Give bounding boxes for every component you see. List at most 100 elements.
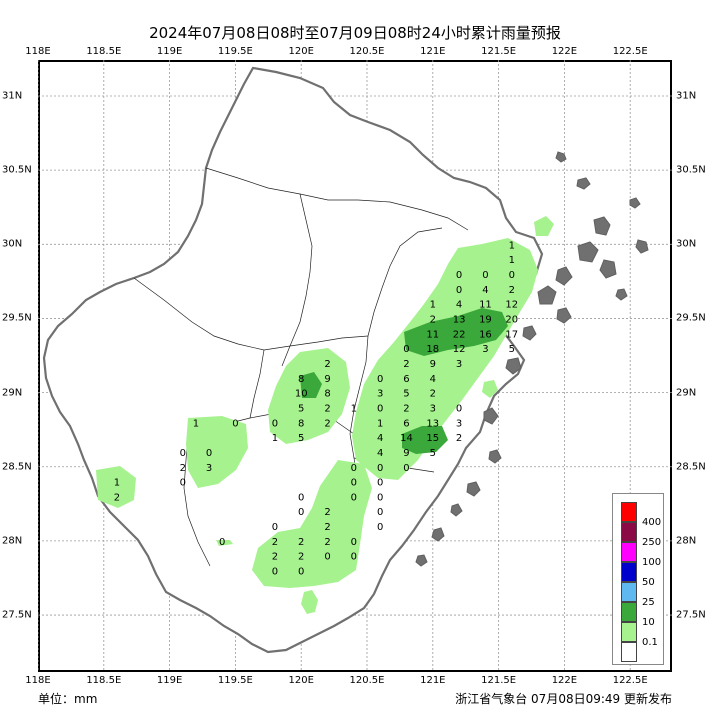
station-value: 0: [298, 507, 304, 518]
station-value: 16: [479, 329, 492, 340]
station-value: 0: [377, 463, 383, 474]
station-value: 0: [377, 403, 383, 414]
station-value: 0: [456, 270, 462, 281]
rain-area-light: [96, 216, 554, 614]
station-value: 19: [479, 314, 492, 325]
station-value: 2: [324, 403, 330, 414]
station-value: 0: [377, 374, 383, 385]
publisher-note: 浙江省气象台 07月08日09:49 更新发布: [455, 692, 672, 706]
station-value: 12: [505, 300, 518, 311]
station-value: 0: [298, 567, 304, 578]
station-value: 6: [403, 374, 409, 385]
legend-label: 400: [642, 517, 662, 528]
station-value: 2: [456, 433, 462, 444]
station-value: 8: [298, 374, 304, 385]
station-value: 18: [426, 344, 439, 355]
station-value: 4: [430, 374, 436, 385]
lon-tick-bottom: 120.5E: [349, 675, 385, 686]
lon-tick-top: 122E: [551, 46, 578, 57]
station-value: 0: [272, 522, 278, 533]
station-value: 2: [324, 522, 330, 533]
station-value: 0: [509, 270, 515, 281]
lon-tick-bottom: 121E: [420, 675, 446, 686]
station-value: 3: [482, 344, 488, 355]
station-value: 9: [403, 448, 409, 459]
station-value: 2: [403, 403, 409, 414]
station-value: 5: [298, 403, 304, 414]
station-value: 2: [430, 389, 436, 400]
station-value: 13: [453, 314, 466, 325]
lon-tick-top: 120E: [288, 46, 314, 57]
station-value: 0: [180, 478, 186, 489]
coastal-islands: [415, 151, 649, 567]
station-value: 0: [351, 492, 357, 503]
station-value: 0: [180, 448, 186, 459]
station-value: 0: [377, 522, 383, 533]
legend-label: 250: [642, 537, 662, 548]
lon-tick-bottom: 122E: [551, 675, 578, 686]
legend-swatch: [621, 522, 637, 542]
station-value: 11: [426, 329, 439, 340]
lat-tick-right: 29.5N: [676, 312, 706, 324]
station-value: 2: [272, 537, 278, 548]
station-value: 0: [298, 492, 304, 503]
station-value: 8: [298, 418, 304, 429]
station-value: 12: [453, 344, 466, 355]
map-title: 2024年07月08日08时至07月09日08时24小时累计雨量预报: [149, 24, 561, 42]
lat-tick-left: 31N: [2, 90, 23, 102]
lat-tick-left: 27.5N: [2, 609, 32, 621]
station-value: 5: [430, 448, 436, 459]
station-value: 22: [453, 329, 466, 340]
lat-tick-left: 30.5N: [2, 164, 32, 176]
station-value: 2: [272, 552, 278, 563]
station-value: 11: [479, 300, 492, 311]
station-value: 1: [351, 403, 357, 414]
station-value: 0: [351, 478, 357, 489]
lon-tick-bottom: 120E: [288, 675, 314, 686]
station-value: 3: [430, 403, 436, 414]
station-value: 0: [206, 448, 212, 459]
lon-tick-top: 119E: [156, 46, 183, 57]
lat-tick-right: 29N: [676, 387, 697, 399]
station-value: 1: [430, 300, 436, 311]
station-value: 3: [377, 389, 383, 400]
lon-tick-top: 122.5E: [612, 46, 648, 57]
rain-area-medium: [300, 308, 508, 454]
legend: 400 250 100 50 25 10 0.1: [612, 493, 664, 665]
lon-tick-top: 120.5E: [349, 46, 385, 57]
station-value: 2: [324, 418, 330, 429]
station-value: 13: [426, 418, 439, 429]
station-value: 0: [377, 478, 383, 489]
station-value: 1: [193, 418, 199, 429]
station-value: 1: [377, 418, 383, 429]
legend-swatch: [621, 582, 637, 602]
legend-swatch: [621, 602, 637, 622]
legend-label: 10: [642, 617, 655, 628]
station-value: 9: [430, 359, 436, 370]
station-value: 0: [232, 418, 238, 429]
station-value: 2: [298, 537, 304, 548]
station-value: 2: [180, 463, 186, 474]
lon-tick-bottom: 122.5E: [612, 675, 648, 686]
lat-tick-right: 31N: [676, 90, 697, 102]
lat-tick-left: 28N: [2, 535, 23, 547]
legend-label: 50: [642, 577, 655, 588]
lon-tick-top: 118.5E: [86, 46, 122, 57]
station-value: 4: [377, 433, 383, 444]
station-value: 0: [351, 463, 357, 474]
station-value: 6: [403, 418, 409, 429]
station-value: 0: [377, 492, 383, 503]
legend-label: 100: [642, 557, 662, 568]
station-value: 5: [509, 344, 515, 355]
station-value: 2: [114, 492, 120, 503]
station-value: 0: [456, 403, 462, 414]
station-value: 17: [505, 329, 518, 340]
lat-tick-right: 27.5N: [676, 609, 706, 621]
lon-tick-bottom: 119E: [156, 675, 183, 686]
legend-swatch: [621, 642, 637, 662]
station-value: 15: [426, 433, 439, 444]
station-value: 1: [272, 433, 278, 444]
station-value: 0: [324, 552, 330, 563]
station-value: 0: [403, 344, 409, 355]
